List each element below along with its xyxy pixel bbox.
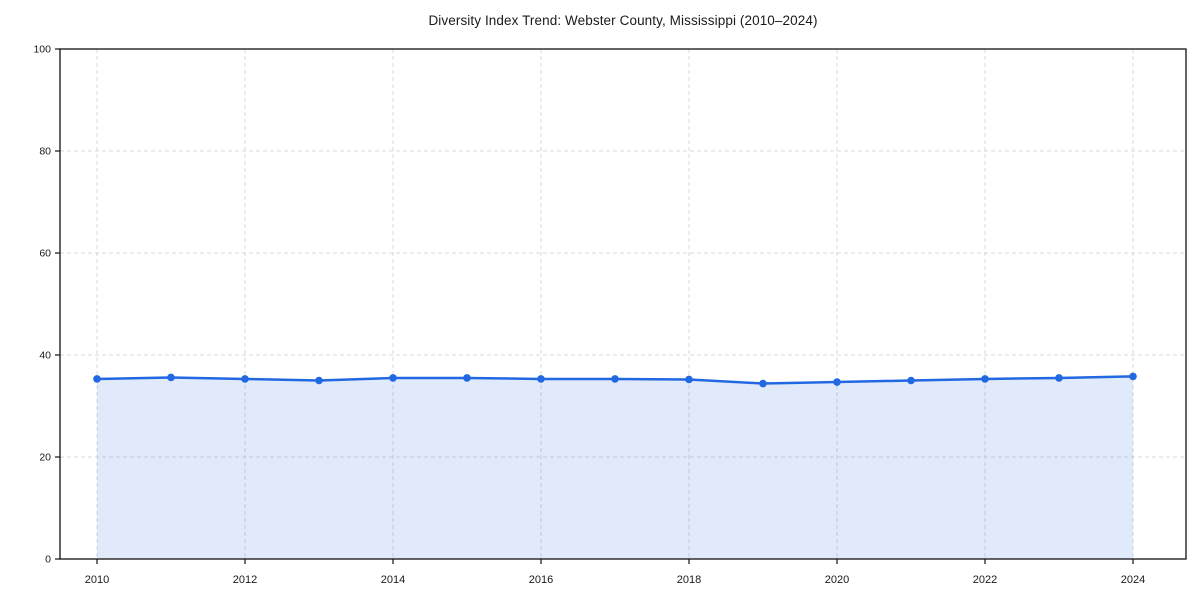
data-point [167, 373, 175, 382]
x-tick-label: 2010 [85, 574, 109, 586]
data-point [907, 376, 915, 385]
x-tick-label: 2016 [529, 574, 553, 586]
x-tick-label: 2022 [973, 574, 997, 586]
axes-spines [59, 48, 1187, 560]
y-tick-label: 60 [39, 248, 51, 260]
y-tick-label: 40 [39, 350, 51, 362]
series-area [97, 376, 1133, 559]
plot-border [59, 48, 1187, 560]
data-point [463, 374, 471, 382]
x-axis: 2010 2012 2014 2016 2018 2020 2022 2024 [85, 559, 1145, 586]
x-tick-label: 2014 [381, 574, 405, 586]
y-tick-label: 80 [39, 146, 51, 158]
y-tick-label: 20 [39, 452, 51, 464]
data-point [759, 379, 767, 388]
x-tick-label: 2020 [825, 574, 849, 586]
x-tick-label: 2012 [233, 574, 257, 586]
data-point [315, 376, 323, 385]
data-point [1129, 372, 1137, 381]
gridlines [60, 49, 1186, 559]
data-point-markers [93, 372, 1137, 388]
data-point [981, 375, 989, 383]
y-axis: 0 20 40 60 80 100 [33, 44, 60, 566]
data-point [685, 375, 693, 384]
data-point [241, 375, 249, 383]
data-point [611, 375, 619, 383]
area-fill [97, 376, 1133, 559]
y-tick-label: 100 [33, 44, 51, 56]
x-tick-label: 2024 [1121, 574, 1145, 586]
chart-title: Diversity Index Trend: Webster County, M… [428, 13, 818, 28]
y-tick-label: 0 [45, 554, 51, 566]
data-point [537, 375, 545, 383]
data-point [389, 374, 397, 382]
data-point [1055, 374, 1063, 382]
data-point [833, 378, 841, 386]
x-tick-label: 2018 [677, 574, 701, 586]
data-point [93, 375, 101, 383]
